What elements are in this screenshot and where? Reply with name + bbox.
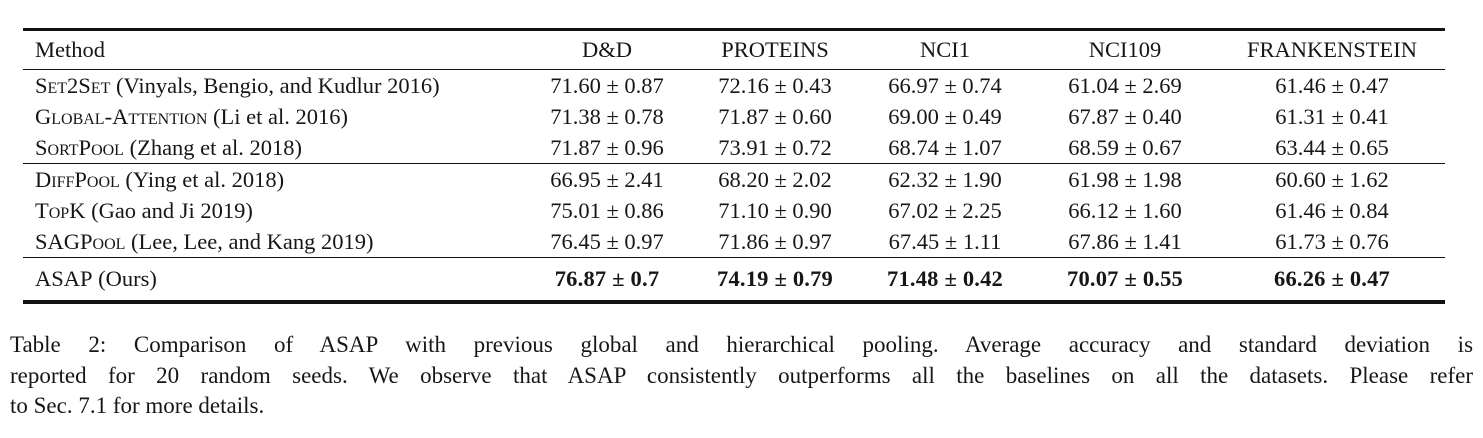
value-cell: 68.20 ± 2.02 (718, 166, 832, 192)
method-cell: SAGPool (Lee, Lee, and Kang 2019) (23, 226, 523, 258)
method-citation: (Li et al. 2016) (213, 103, 348, 129)
method-citation: (Lee, Lee, and Kang 2019) (131, 228, 374, 254)
table-row-sagpool: SAGPool (Lee, Lee, and Kang 2019) 76.45 … (23, 226, 1445, 258)
value-cell: 71.48 ± 0.42 (887, 266, 1003, 291)
value-cell: 71.87 ± 0.96 (550, 134, 664, 160)
value-cell: 60.60 ± 1.62 (1275, 166, 1389, 192)
method-cell: DiffPool (Ying et al. 2018) (23, 164, 523, 196)
hierarchical-pooling-group: DiffPool (Ying et al. 2018) 66.95 ± 2.41… (23, 164, 1445, 258)
column-header-proteins: PROTEINS (721, 37, 829, 62)
value-cell: 68.59 ± 0.67 (1068, 134, 1182, 160)
method-name: SortPool (35, 134, 124, 160)
method-name: Set2Set (35, 72, 111, 98)
method-name: Global-Attention (35, 103, 208, 129)
table-header: Method D&D PROTEINS NCI1 NCI109 FRANKENS… (23, 30, 1445, 70)
column-header-nci1: NCI1 (920, 37, 970, 62)
value-cell: 66.12 ± 1.60 (1068, 197, 1182, 223)
global-pooling-group: Set2Set (Vinyals, Bengio, and Kudlur 201… (23, 70, 1445, 164)
value-cell: 71.87 ± 0.60 (718, 103, 832, 129)
method-cell: ASAP (Ours) (23, 258, 523, 303)
value-cell: 61.73 ± 0.76 (1275, 228, 1389, 254)
column-header-frankenstein: FRANKENSTEIN (1246, 37, 1417, 62)
value-cell: 61.31 ± 0.41 (1275, 103, 1389, 129)
caption-label: Table 2: (10, 332, 107, 357)
value-cell: 66.26 ± 0.47 (1274, 266, 1390, 291)
value-cell: 68.74 ± 1.07 (888, 134, 1002, 160)
value-cell: 76.87 ± 0.7 (554, 266, 660, 291)
value-cell: 73.91 ± 0.72 (718, 134, 832, 160)
asap-ours-group: ASAP (Ours) 76.87 ± 0.7 74.19 ± 0.79 71.… (23, 258, 1445, 303)
caption-line-2: reported for 20 random seeds. We observe… (10, 362, 1473, 388)
caption-line-1: Table 2: Comparison of ASAP with previou… (10, 330, 1473, 361)
method-citation: (Zhang et al. 2018) (129, 134, 303, 160)
value-cell: 71.86 ± 0.97 (718, 228, 832, 254)
value-cell: 69.00 ± 0.49 (888, 103, 1002, 129)
table-row-topk: TopK (Gao and Ji 2019) 75.01 ± 0.86 71.1… (23, 195, 1445, 226)
value-cell: 67.02 ± 2.25 (888, 197, 1002, 223)
value-cell: 72.16 ± 0.43 (718, 72, 832, 98)
value-cell: 63.44 ± 0.65 (1275, 134, 1389, 160)
header-row: Method D&D PROTEINS NCI1 NCI109 FRANKENS… (23, 30, 1445, 70)
table-row-asap: ASAP (Ours) 76.87 ± 0.7 74.19 ± 0.79 71.… (23, 258, 1445, 303)
method-citation: (Gao and Ji 2019) (91, 197, 253, 223)
table-row-global-attention: Global-Attention (Li et al. 2016) 71.38 … (23, 101, 1445, 132)
value-cell: 74.19 ± 0.79 (717, 266, 833, 291)
value-cell: 71.38 ± 0.78 (550, 103, 664, 129)
value-cell: 67.45 ± 1.11 (888, 228, 1002, 254)
column-header-method: Method (35, 37, 105, 62)
value-cell: 61.04 ± 2.69 (1068, 72, 1182, 98)
value-cell: 61.98 ± 1.98 (1068, 166, 1182, 192)
method-cell: TopK (Gao and Ji 2019) (23, 195, 523, 226)
value-cell: 66.95 ± 2.41 (550, 166, 664, 192)
value-cell: 61.46 ± 0.84 (1275, 197, 1389, 223)
value-cell: 67.86 ± 1.41 (1068, 228, 1182, 254)
method-cell: Global-Attention (Li et al. 2016) (23, 101, 523, 132)
table-row-sortpool: SortPool (Zhang et al. 2018) 71.87 ± 0.9… (23, 132, 1445, 164)
value-cell: 61.46 ± 0.47 (1275, 72, 1389, 98)
method-citation: (Ying et al. 2018) (125, 166, 285, 192)
method-name: SAGPool (35, 228, 126, 254)
table-row-set2set: Set2Set (Vinyals, Bengio, and Kudlur 201… (23, 70, 1445, 102)
value-cell: 76.45 ± 0.97 (550, 228, 664, 254)
column-header-dd: D&D (582, 37, 632, 62)
method-citation: (Ours) (98, 266, 157, 291)
value-cell: 66.97 ± 0.74 (888, 72, 1002, 98)
results-table: Method D&D PROTEINS NCI1 NCI109 FRANKENS… (23, 28, 1445, 304)
value-cell: 71.10 ± 0.90 (718, 197, 832, 223)
value-cell: 70.07 ± 0.55 (1067, 266, 1183, 291)
method-cell: SortPool (Zhang et al. 2018) (23, 132, 523, 164)
caption-line-3: to Sec. 7.1 for more details. (10, 393, 265, 418)
method-cell: Set2Set (Vinyals, Bengio, and Kudlur 201… (23, 70, 523, 102)
table-caption: Table 2: Comparison of ASAP with previou… (10, 330, 1473, 422)
value-cell: 62.32 ± 1.90 (888, 166, 1002, 192)
method-name: DiffPool (35, 166, 120, 192)
value-cell: 67.87 ± 0.40 (1068, 103, 1182, 129)
caption-text: Comparison of ASAP with previous global … (133, 332, 1474, 357)
column-header-nci109: NCI109 (1088, 37, 1162, 62)
value-cell: 71.60 ± 0.87 (550, 72, 664, 98)
method-name: TopK (35, 197, 86, 223)
table-row-diffpool: DiffPool (Ying et al. 2018) 66.95 ± 2.41… (23, 164, 1445, 196)
method-citation: (Vinyals, Bengio, and Kudlur 2016) (116, 72, 440, 98)
value-cell: 75.01 ± 0.86 (550, 197, 664, 223)
method-name: ASAP (35, 266, 93, 291)
